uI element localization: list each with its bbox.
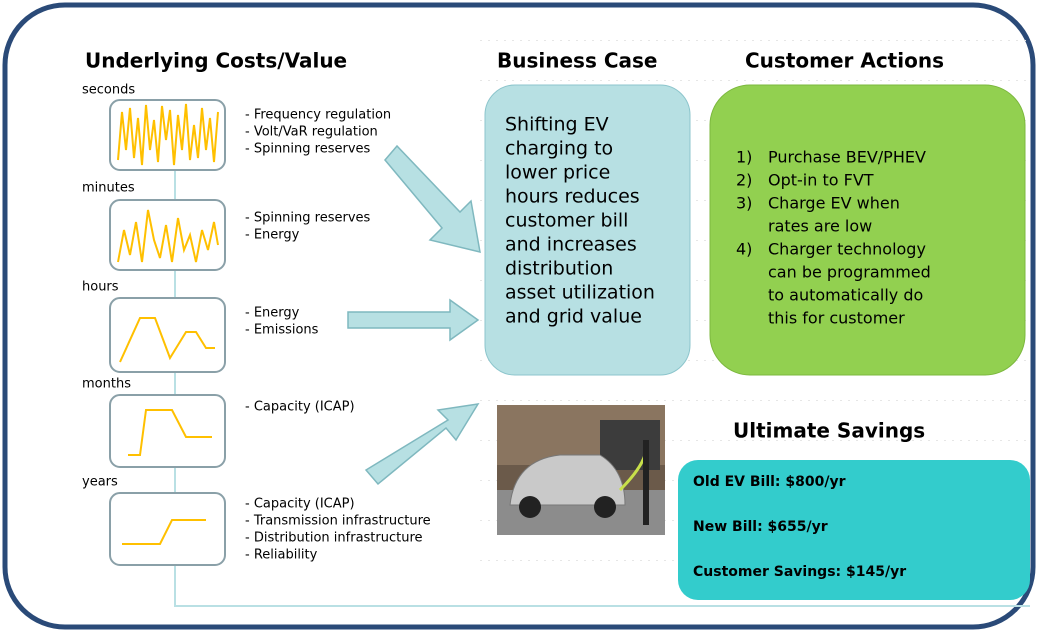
business-case-line: lower price	[505, 162, 610, 184]
action-line: to automatically do	[768, 286, 923, 305]
action-number: 4)	[736, 240, 752, 259]
value-item: - Emissions	[245, 323, 319, 338]
action-line: rates are low	[768, 217, 872, 236]
business-case-line: and grid value	[505, 306, 642, 328]
section-title: Ultimate Savings	[733, 419, 925, 443]
timescale-label: seconds	[82, 83, 135, 98]
mini-chart-box	[110, 298, 225, 372]
action-line: can be programmed	[768, 263, 931, 282]
savings-line: Old EV Bill: $800/yr	[693, 474, 846, 490]
value-item: - Capacity (ICAP)	[245, 400, 355, 415]
savings-line: Customer Savings: $145/yr	[693, 564, 906, 580]
action-line: Charge EV when	[768, 194, 900, 213]
timescale-label: years	[82, 475, 118, 490]
business-case-line: asset utilization	[505, 282, 655, 304]
timescale-label: months	[82, 377, 131, 392]
value-item: - Volt/VaR regulation	[245, 125, 378, 140]
action-line: Opt-in to FVT	[768, 171, 874, 190]
value-item: - Energy	[245, 228, 300, 243]
business-case-line: and increases	[505, 234, 637, 256]
value-item: - Spinning reserves	[245, 142, 371, 157]
slide: Underlying Costs/Value Business Case Custo…	[0, 0, 1039, 634]
value-item: - Frequency regulation	[245, 108, 391, 123]
timescale-label: hours	[82, 280, 119, 295]
value-item: - Reliability	[245, 548, 318, 563]
value-item: - Energy	[245, 306, 300, 321]
action-number: 2)	[736, 171, 752, 190]
business-case-line: customer bill	[505, 210, 628, 232]
section-title: Underlying Costs/Value	[85, 49, 347, 73]
timescale-label: minutes	[82, 181, 135, 196]
action-line: this for customer	[768, 309, 905, 328]
business-case-line: Shifting EV	[505, 114, 609, 136]
savings-line: New Bill: $655/yr	[693, 519, 828, 535]
value-item: - Spinning reserves	[245, 211, 371, 226]
value-item: - Capacity (ICAP)	[245, 497, 355, 512]
business-case-line: charging to	[505, 138, 613, 160]
action-line: Charger technology	[768, 240, 926, 259]
section-title: Business Case	[497, 49, 657, 73]
business-case-line: distribution	[505, 258, 613, 280]
mini-chart-box	[110, 395, 225, 467]
value-item: - Distribution infrastructure	[245, 531, 423, 546]
action-number: 3)	[736, 194, 752, 213]
ev-photo	[497, 405, 665, 535]
action-number: 1)	[736, 148, 752, 167]
action-line: Purchase BEV/PHEV	[768, 148, 926, 167]
business-case-line: hours reduces	[505, 186, 640, 208]
section-title: Customer Actions	[745, 49, 944, 73]
value-item: - Transmission infrastructure	[245, 514, 431, 529]
